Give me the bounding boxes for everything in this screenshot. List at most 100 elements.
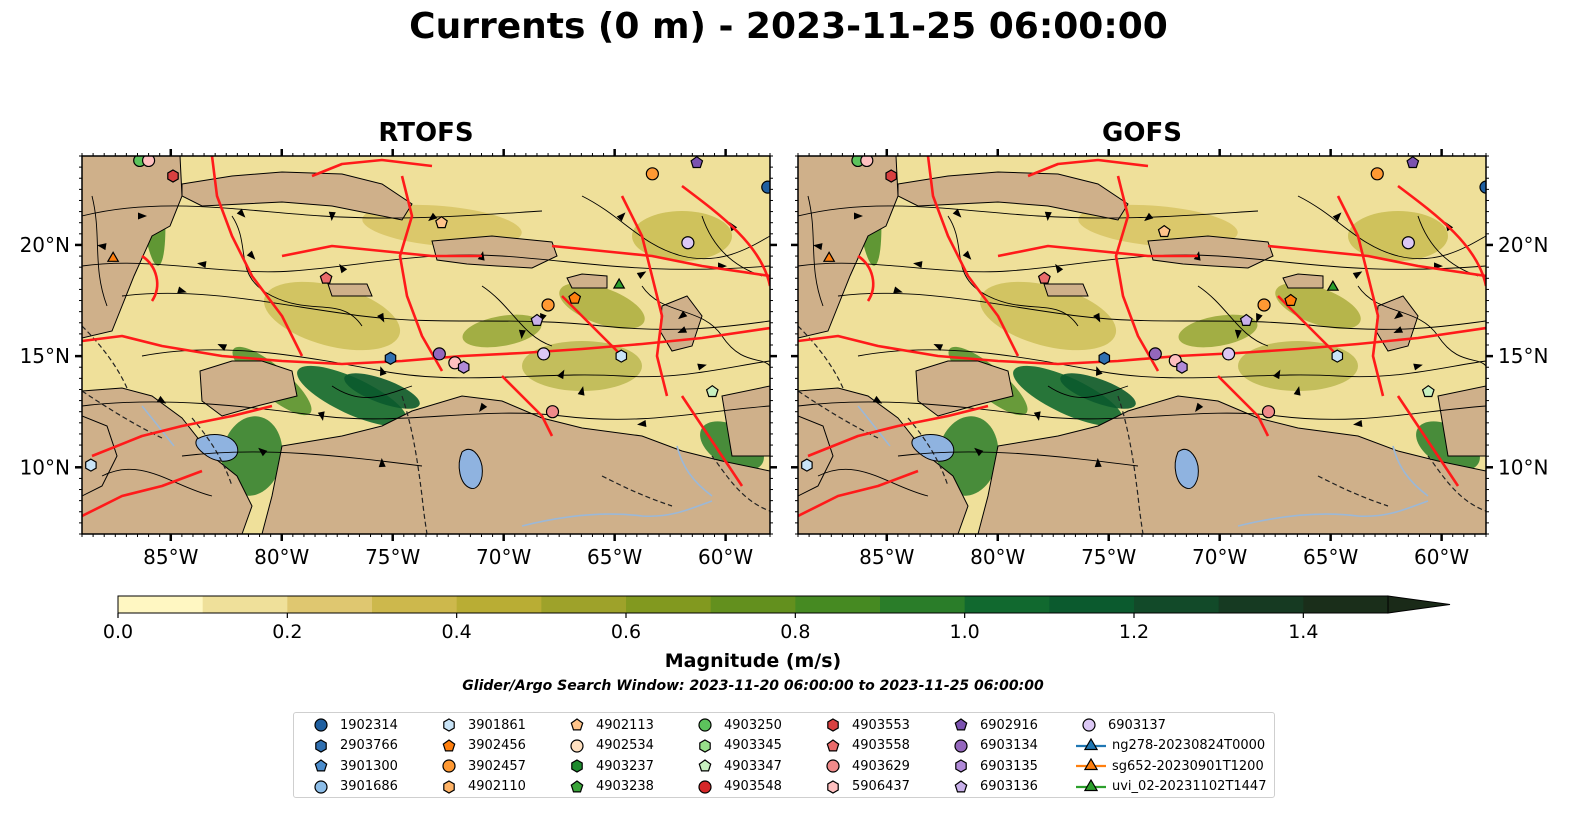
legend-label: 4902110 [468,779,526,794]
streamline-arrow [616,212,626,222]
legend-label: 3901861 [468,717,526,733]
legend-label: 6903135 [980,758,1038,774]
glider-track [398,175,444,372]
legend-item: 6903137 [1076,715,1166,735]
legend-item: 4903238 [564,777,654,797]
streamline-arrow [518,329,526,339]
float-marker [1037,271,1051,284]
colorbar-swatch [287,596,373,613]
streamline-arrow [217,343,228,351]
country-border [1427,455,1486,512]
float-marker [860,156,874,168]
float-marker [885,169,898,183]
streamline-arrow [872,395,883,404]
streamline-arrow [636,271,647,280]
streamline-arrow [97,243,107,251]
float-marker [141,156,156,168]
legend-item: ng278-20230824T0000 [1076,736,1265,756]
legend-marker [698,779,712,794]
current-speed-patch [559,283,645,329]
legend-label: 3902457 [468,758,526,774]
streamline-arrow [339,263,348,274]
legend-marker [570,779,584,792]
legend-marker [1076,758,1106,771]
float-marker [761,180,770,194]
streamline-arrow [328,211,336,221]
glider-track [680,395,744,487]
country-border [82,390,163,439]
colorbar-swatch [372,596,458,613]
legend-item: 4902534 [564,736,654,756]
float-marker [615,349,628,363]
current-speed-patch [522,341,642,391]
legend: 1902314 2903766 3901300 3901686 3901861 39024… [293,712,1275,798]
legend-item: 3902457 [436,756,526,776]
legend-item: 4903553 [820,715,910,735]
float-marker [1239,313,1253,326]
legend-item: 2903766 [308,736,398,756]
land-mass [327,283,373,297]
float-marker [645,167,659,181]
streamline [857,349,1486,379]
legend-label: 6903137 [1108,717,1166,733]
float-marker [384,351,397,365]
legend-item: 3901686 [308,777,398,797]
colorbar-swatch [964,596,1050,613]
legend-label: 4903553 [852,717,910,733]
legend-symbol [827,718,839,732]
float-marker [432,347,446,361]
legend-symbol [827,779,839,794]
land-mass [199,360,298,417]
colorbar-tick-label: 0.6 [611,621,641,643]
streamline [121,292,770,330]
legend-marker [954,718,968,731]
legend-symbol [826,759,840,773]
float-marker [1401,236,1415,250]
legend-symbol [826,738,840,751]
streamline-arrow [177,286,187,294]
streamline-arrow [1234,329,1242,339]
streamline-arrow [138,212,147,220]
legend-marker [698,718,712,732]
streamline [947,215,1079,327]
legend-marker [442,738,456,751]
float-marker [85,458,97,472]
legend-marker [443,718,455,732]
lon-tick-label: 75°W [365,545,420,569]
lat-tick-label: 20°N [20,233,70,257]
streamline-arrow [637,420,647,427]
colorbar-swatch [541,596,627,613]
legend-marker [698,759,712,772]
glider-track [798,469,919,518]
float-marker [681,236,695,250]
map-content [82,156,770,534]
colorbar-swatch [118,596,204,613]
legend-label: 5906437 [852,779,910,794]
legend-symbol [1083,737,1099,750]
streamline-arrow [1353,420,1363,427]
river [857,405,891,447]
streamline [798,254,1486,273]
float-marker [1326,280,1340,291]
colorbar-tick-label: 0.0 [103,621,133,643]
legend-marker [314,759,328,772]
legend-label: 3901686 [340,779,398,794]
streamline-arrow [893,286,903,294]
legend-label: 2903766 [340,738,398,753]
land-mass [798,415,834,497]
legend-label: 4903345 [724,738,782,753]
land-mass [261,395,770,534]
streamline-arrow [933,343,944,351]
land-mass [431,235,558,269]
float-marker [1157,224,1171,238]
legend-marker [443,779,455,794]
legend-symbol [571,759,583,773]
legend-symbol [570,779,584,792]
glider-track [1217,375,1270,437]
legend-label: 4903629 [852,758,910,774]
streamline [897,451,1139,467]
streamline-arrow [974,447,984,457]
legend-label: sg652-20230901T1200 [1112,758,1264,774]
streamline-arrow [1055,263,1064,274]
lon-tick-label: 75°W [1081,545,1136,569]
